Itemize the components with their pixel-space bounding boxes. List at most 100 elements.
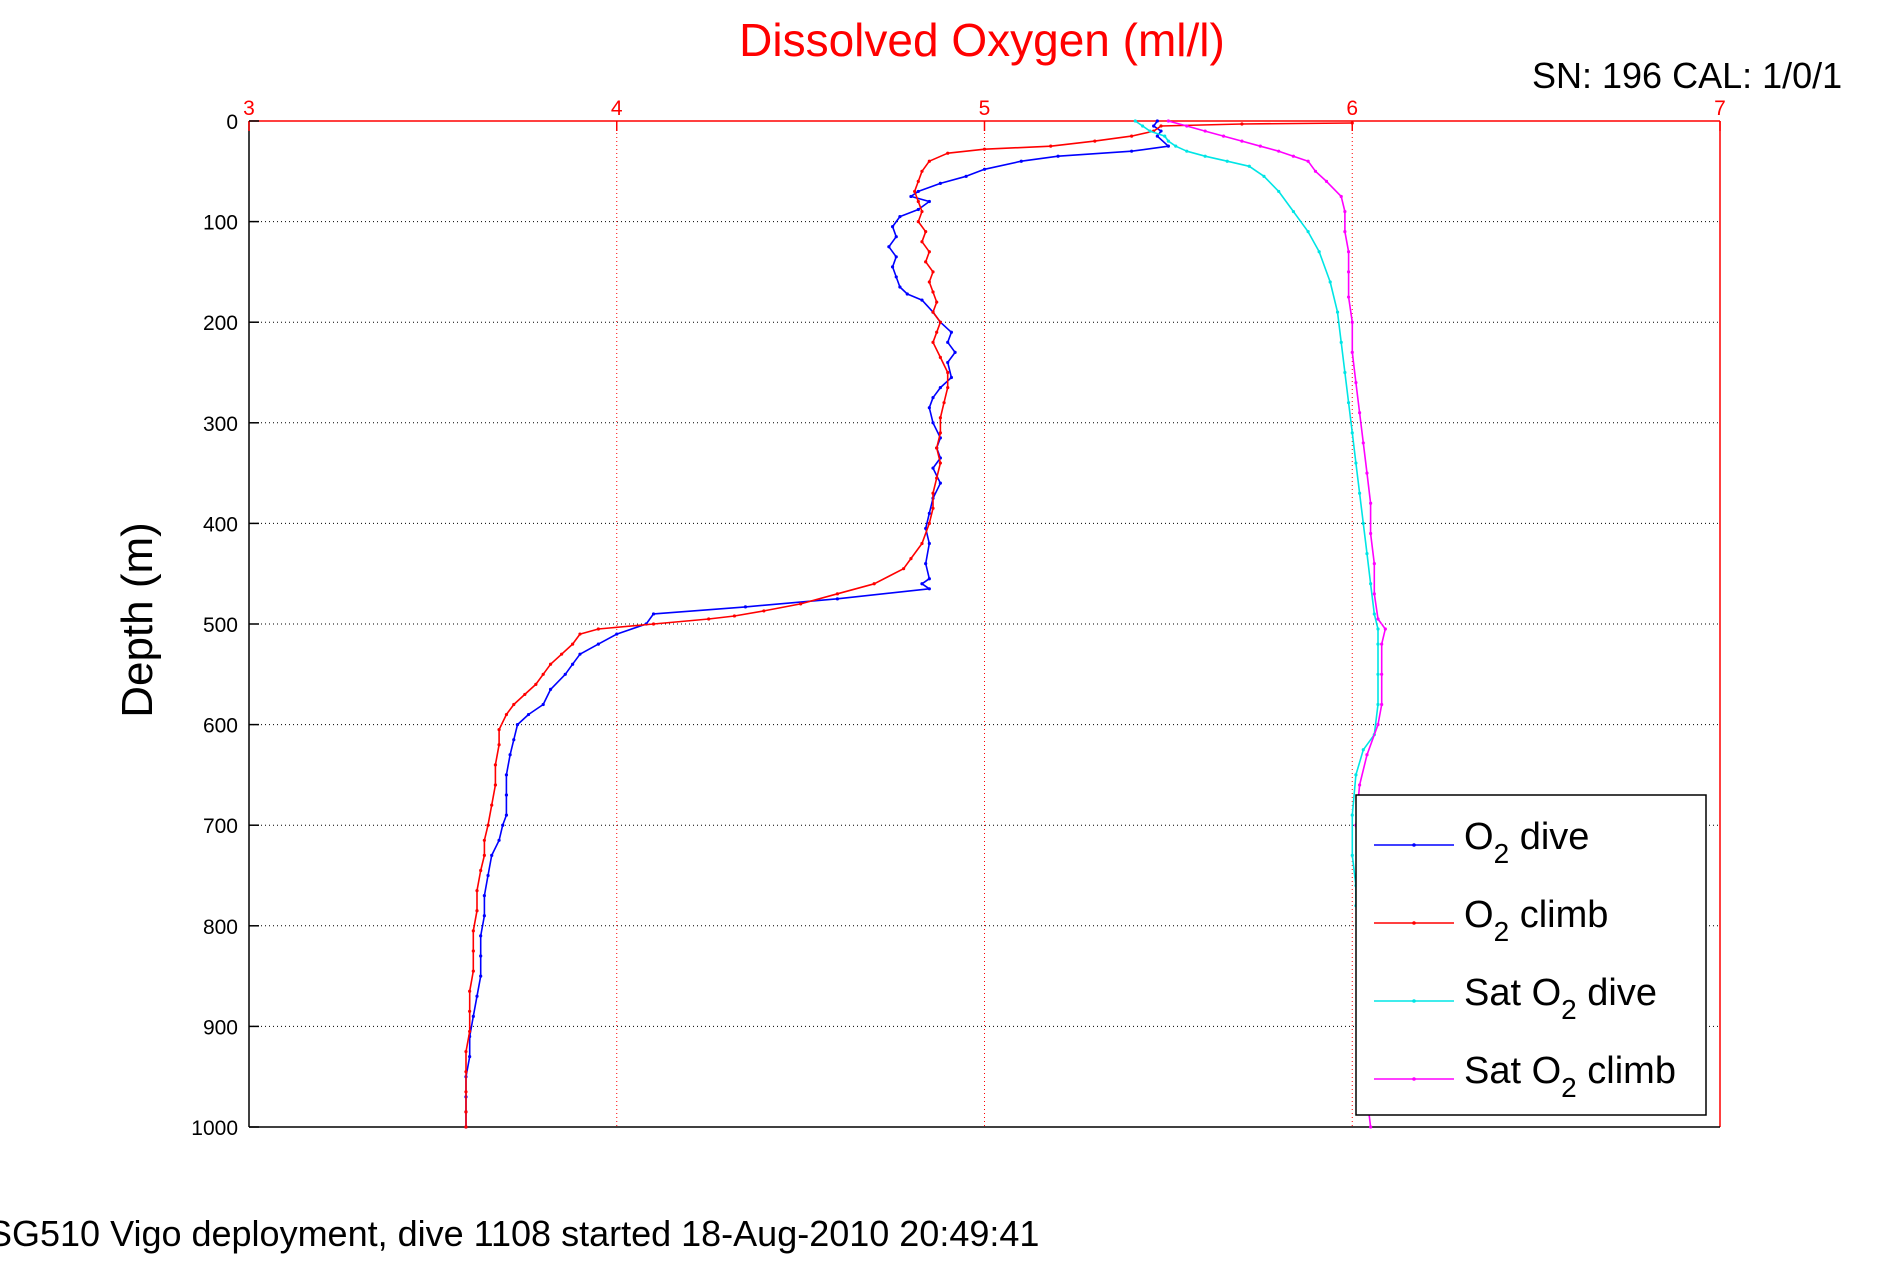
data-point-sat-o2-dive <box>1148 129 1152 133</box>
data-point-o2-climb <box>493 783 497 787</box>
data-point-o2-dive <box>946 340 950 344</box>
data-point-sat-o2-climb <box>1372 562 1376 566</box>
data-point-o2-climb <box>946 370 950 375</box>
data-point-sat-o2-dive <box>1354 461 1358 465</box>
data-point-o2-climb <box>1350 121 1354 125</box>
data-point-o2-dive <box>1056 154 1060 158</box>
data-point-sat-o2-climb <box>1376 723 1380 727</box>
data-point-o2-climb <box>920 209 924 214</box>
data-point-sat-o2-climb <box>1380 702 1384 707</box>
data-point-o2-climb <box>931 290 935 294</box>
data-point-o2-dive <box>1019 159 1023 163</box>
data-point-sat-o2-climb <box>1358 783 1362 787</box>
data-point-o2-dive <box>548 687 553 691</box>
data-point-o2-climb <box>490 803 494 807</box>
data-point-o2-dive <box>927 406 931 410</box>
data-point-o2-dive <box>1159 129 1163 133</box>
data-point-o2-climb <box>1240 122 1244 126</box>
data-point-o2-climb <box>493 763 497 767</box>
y-tick-label: 100 <box>203 212 238 235</box>
data-point-o2-dive <box>596 642 600 646</box>
data-point-o2-climb <box>512 702 516 707</box>
data-point-o2-climb <box>938 461 942 465</box>
y-tick-label: 900 <box>203 1016 238 1039</box>
data-point-o2-dive <box>890 265 895 269</box>
data-point-o2-climb <box>916 179 920 183</box>
data-point-sat-o2-climb <box>1343 230 1347 234</box>
legend-marker-o2-climb <box>1412 921 1416 925</box>
data-point-o2-dive <box>953 350 957 354</box>
data-point-o2-dive <box>920 582 924 586</box>
data-point-o2-dive <box>1130 149 1134 153</box>
data-point-sat-o2-climb <box>1350 320 1354 324</box>
data-point-sat-o2-climb <box>1166 119 1170 123</box>
data-point-sat-o2-dive <box>1306 230 1310 234</box>
data-point-sat-o2-dive <box>1262 174 1266 178</box>
data-point-sat-o2-dive <box>1133 119 1137 123</box>
data-point-o2-climb <box>548 662 553 666</box>
data-point-sat-o2-dive <box>1369 582 1373 586</box>
data-point-o2-dive <box>497 838 501 842</box>
legend-label-o2-dive: O2 dive <box>1464 816 1589 869</box>
y-tick-label: 200 <box>203 312 238 335</box>
data-point-o2-dive <box>894 275 898 279</box>
data-point-sat-o2-dive <box>1376 672 1380 676</box>
data-point-sat-o2-dive <box>1166 139 1170 143</box>
data-point-o2-climb <box>479 868 483 873</box>
data-point-o2-dive <box>924 562 928 566</box>
legend-box <box>1355 794 1707 1116</box>
data-point-o2-dive <box>475 994 479 998</box>
data-point-o2-climb <box>938 320 942 324</box>
data-point-o2-climb <box>946 385 950 390</box>
data-point-o2-dive <box>916 189 920 194</box>
data-point-sat-o2-climb <box>1365 753 1369 757</box>
data-point-o2-climb <box>946 151 950 155</box>
data-point-sat-o2-climb <box>1380 672 1384 676</box>
data-point-o2-climb <box>927 280 931 284</box>
data-point-sat-o2-dive <box>1335 310 1340 314</box>
y-tick-label: 1000 <box>191 1117 238 1140</box>
data-point-o2-dive <box>651 612 656 616</box>
data-point-sat-o2-dive <box>1376 642 1380 646</box>
data-point-sat-o2-dive <box>1350 813 1354 817</box>
y-tick-label: 800 <box>203 916 238 939</box>
data-point-o2-climb <box>916 199 920 204</box>
data-point-o2-climb <box>901 567 906 571</box>
data-point-o2-climb <box>909 557 913 561</box>
data-point-o2-dive <box>615 632 619 636</box>
y-tick-label: 0 <box>226 111 238 134</box>
data-point-o2-dive <box>482 894 486 898</box>
data-point-o2-climb <box>534 682 538 686</box>
data-point-o2-dive <box>898 285 902 289</box>
data-point-o2-climb <box>707 617 711 621</box>
data-point-sat-o2-climb <box>1380 642 1384 646</box>
data-point-sat-o2-dive <box>1339 340 1343 344</box>
data-point-o2-climb <box>931 310 935 314</box>
data-point-o2-climb <box>651 622 656 626</box>
data-point-sat-o2-climb <box>1358 411 1362 415</box>
data-point-sat-o2-climb <box>1376 617 1380 621</box>
data-point-o2-climb <box>938 431 942 435</box>
data-point-o2-climb <box>916 220 920 224</box>
data-point-o2-climb <box>931 506 935 510</box>
data-point-sat-o2-dive <box>1328 280 1332 284</box>
data-point-sat-o2-dive <box>1354 773 1358 777</box>
data-point-o2-climb <box>1049 144 1053 148</box>
data-point-o2-dive <box>938 385 942 390</box>
data-point-o2-climb <box>482 853 486 857</box>
data-point-sat-o2-climb <box>1291 154 1296 158</box>
data-point-o2-dive <box>512 738 516 742</box>
data-point-sat-o2-dive <box>1361 521 1365 526</box>
legend-marker-sat-o2-dive <box>1412 999 1416 1003</box>
data-point-o2-dive <box>504 793 509 797</box>
data-point-o2-climb <box>920 169 924 173</box>
data-point-o2-dive <box>890 225 895 229</box>
data-point-o2-dive <box>526 712 531 717</box>
data-point-o2-climb <box>920 541 924 546</box>
data-point-o2-climb <box>1130 134 1134 138</box>
data-point-sat-o2-climb <box>1350 350 1354 354</box>
data-point-o2-dive <box>479 974 483 978</box>
data-point-sat-o2-climb <box>1203 129 1207 133</box>
series-line-o2-climb <box>465 122 1353 1127</box>
